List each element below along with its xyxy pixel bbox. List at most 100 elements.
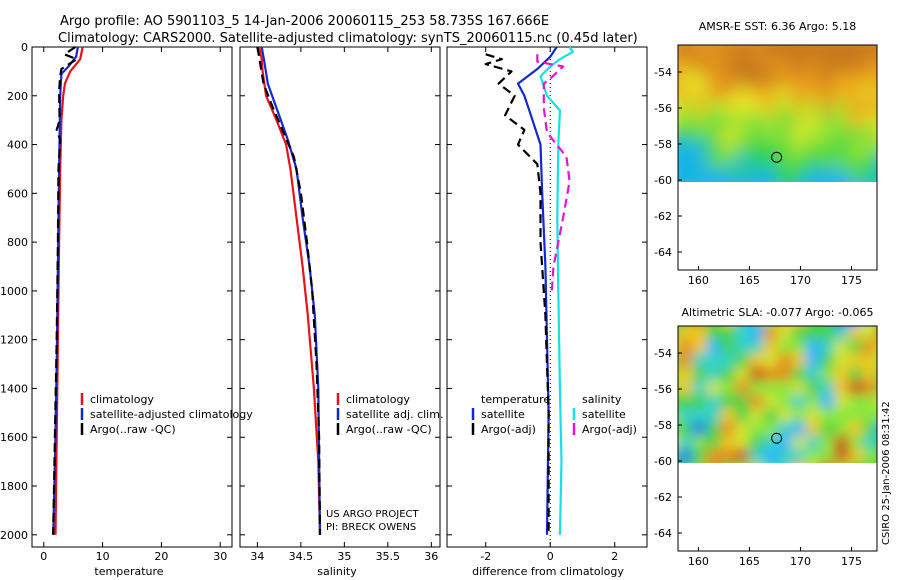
heatmap-cell: [791, 45, 807, 60]
heatmap-cell: [805, 45, 822, 46]
figure-title-line2: Climatology: CARS2000. Satellite-adjuste…: [58, 31, 638, 46]
heatmap-cell: [678, 353, 694, 369]
heatmap-cell: [834, 99, 850, 115]
x-tick-label: 34: [250, 550, 264, 563]
heatmap-cell: [749, 408, 765, 423]
heatmap-cell: [678, 367, 694, 382]
heatmap-cell: [791, 367, 807, 382]
heatmap-cell: [678, 367, 679, 382]
heatmap-cell: [734, 339, 751, 355]
plot-frame: [446, 46, 648, 548]
heatmap-cell: [678, 45, 694, 46]
heatmap-cell: [805, 99, 822, 115]
heatmap-cell: [749, 421, 765, 437]
x-tick-label: 0: [40, 550, 47, 563]
heatmap-cell: [791, 421, 807, 437]
heatmap-cell: [777, 45, 793, 60]
heatmap-cell: [805, 72, 822, 88]
map-frame: [677, 325, 878, 552]
heatmap-cell: [678, 154, 694, 170]
heatmap-cell: [706, 449, 722, 463]
heatmap-cell: [834, 339, 850, 355]
heatmap-cell: [862, 435, 877, 451]
heatmap-cell: [720, 408, 736, 423]
heatmap-cell: [777, 353, 793, 369]
heatmap-cell: [720, 168, 736, 182]
heatmap-cell: [720, 421, 736, 437]
heatmap-cell: [834, 58, 850, 74]
heatmap-cells: [678, 326, 877, 478]
y-tick-label: 800: [7, 236, 28, 249]
heatmap-cell: [791, 326, 807, 341]
heatmap-cell: [763, 394, 779, 410]
heatmap-cell: [706, 45, 722, 60]
heatmap-cell: [749, 58, 765, 74]
heatmap-cell: [848, 449, 864, 463]
heatmap-cell: [848, 408, 864, 423]
heatmap-cell: [749, 182, 764, 197]
heatmap-cell: [848, 58, 864, 74]
y-tick-label: 1800: [0, 480, 28, 493]
heatmap-cell: [862, 45, 877, 60]
map-title: AMSR-E SST: 6.36 Argo: 5.18: [699, 20, 857, 33]
heatmap-cell: [678, 45, 679, 46]
heatmap-cell: [678, 435, 694, 451]
heatmap-cell: [777, 86, 793, 101]
heatmap-cell: [678, 463, 693, 478]
legend-label: temperature: [481, 393, 550, 406]
heatmap-cell: [820, 45, 836, 60]
heatmap-cell: [706, 421, 722, 437]
heatmap-cell: [706, 380, 722, 396]
heatmap-cell: [820, 463, 835, 478]
heatmap-cell: [848, 326, 864, 341]
heatmap-cell: [777, 168, 793, 182]
heatmap-cell: [763, 353, 779, 369]
heatmap-cell: [763, 339, 779, 355]
heatmap-cell: [848, 127, 864, 142]
x-tick-label: 35: [337, 550, 351, 563]
heatmap-cell: [820, 421, 836, 437]
heatmap-cell: [862, 339, 877, 355]
heatmap-cell: [706, 154, 722, 170]
legend-label: Argo(-adj): [481, 423, 536, 436]
heatmap-cell: [777, 113, 793, 129]
y-tick-label: 600: [7, 187, 28, 200]
map-panel-1: AMSR-E SST: 6.36 Argo: 5.18 160 165 170 175 -…: [654, 20, 892, 287]
x-axis-label: temperature: [94, 565, 163, 578]
heatmap-cell: [692, 394, 708, 410]
heatmap-cell: [820, 72, 836, 88]
heatmap-cell: [692, 127, 708, 142]
x-tick-label: 0: [547, 550, 554, 563]
heatmap-cell: [692, 326, 708, 341]
legend-label: salinity: [582, 393, 622, 406]
heatmap-cell: [678, 113, 694, 129]
heatmap-cell: [678, 408, 694, 423]
heatmap-cell: [848, 168, 864, 182]
heatmap-cell: [791, 154, 807, 170]
heatmap-cell: [720, 154, 736, 170]
heatmap-cell: [763, 182, 778, 197]
profile-panel-3: -2 0 2 difference from climatology temperatu…: [446, 46, 648, 578]
heatmap-cell: [678, 86, 679, 101]
heatmap-cell: [862, 72, 877, 88]
heatmap-cell: [734, 435, 751, 451]
heatmap-cell: [763, 99, 779, 115]
heatmap-cell: [834, 421, 850, 437]
heatmap-cell: [791, 168, 807, 182]
heatmap-cell: [734, 45, 751, 46]
heatmap-cell: [721, 463, 736, 478]
heatmap-cell: [678, 45, 694, 60]
heatmap-cell: [777, 435, 793, 451]
heatmap-cell: [720, 367, 736, 382]
heatmap-cell: [877, 182, 892, 197]
series-line-sal_satellite: [539, 46, 574, 535]
heatmap-cell: [805, 168, 822, 182]
legend-label: Argo(..raw -QC): [346, 423, 432, 436]
heatmap-cell: [720, 435, 736, 451]
x-axis-label: difference from climatology: [472, 565, 624, 578]
heatmap-cell: [834, 326, 850, 341]
heatmap-cell: [777, 394, 793, 410]
heatmap-cell: [777, 58, 793, 74]
series-line-satellite: [516, 46, 558, 535]
